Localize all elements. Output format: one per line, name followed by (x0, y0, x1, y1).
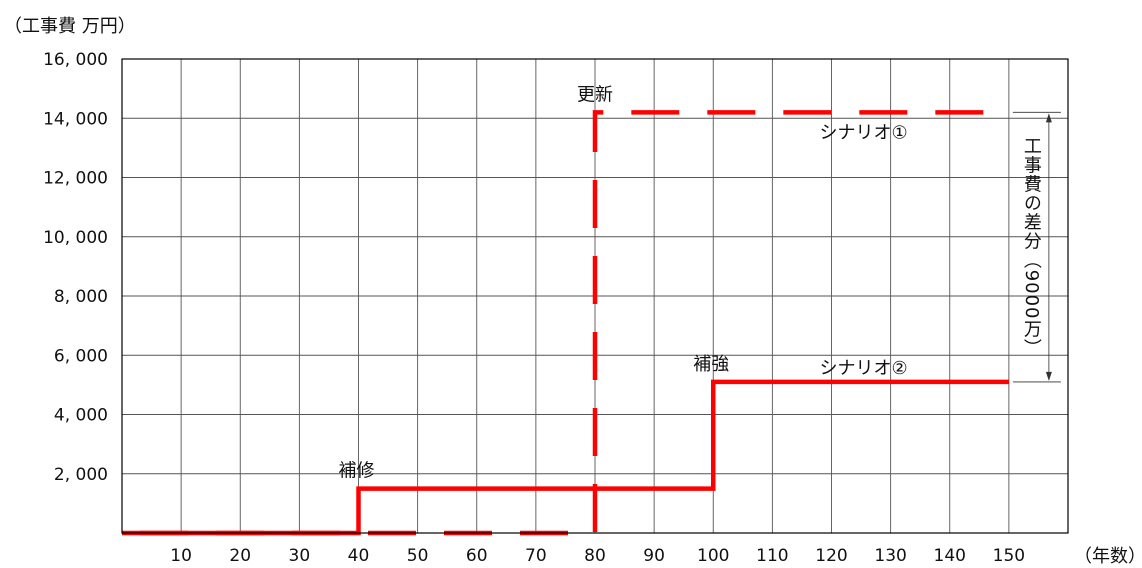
series-line (122, 110, 1009, 536)
y-tick-label: 10, 000 (43, 228, 108, 248)
y-tick-label: 14, 000 (43, 109, 108, 129)
x-tick-label: 110 (756, 546, 788, 566)
series-label-scenario-2: シナリオ② (820, 358, 908, 379)
x-tick-label: 100 (697, 546, 729, 566)
x-tick-labels: 10 20 30 40 50 60 70 80 90 100 110 120 130 140 150 (170, 546, 1025, 566)
y-tick-labels: 2, 000 4, 000 6, 000 8, 000 10, 000 12, 000 14… (43, 50, 108, 485)
x-tick-label: 70 (525, 546, 547, 566)
y-tick-label: 6, 000 (54, 346, 108, 366)
series-label-scenario-1: シナリオ① (820, 122, 908, 143)
plot-area-frame (121, 58, 1069, 534)
x-tick-label: 20 (229, 546, 251, 566)
difference-label: 工事費の差分（9000万） (1021, 137, 1042, 358)
x-tick-label: 80 (584, 546, 606, 566)
x-tick-label: 60 (466, 546, 488, 566)
x-tick-label: 30 (289, 546, 311, 566)
x-tick-label: 40 (348, 546, 370, 566)
x-axis-label: （年数） (1074, 546, 1142, 567)
x-tick-label: 90 (643, 546, 665, 566)
y-tick-label: 16, 000 (43, 50, 108, 70)
y-tick-label: 12, 000 (43, 169, 108, 189)
difference-indicator (1012, 111, 1061, 383)
x-tick-label: 50 (407, 546, 429, 566)
series-scenario-1 (122, 110, 1009, 536)
y-axis-label: （工事費 万円） (4, 16, 136, 37)
y-tick-label: 2, 000 (54, 465, 108, 485)
x-tick-label: 130 (874, 546, 906, 566)
y-tick-label: 4, 000 (54, 406, 108, 426)
annotation-renewal: 更新 (577, 84, 613, 105)
difference-arrow-down-icon (1045, 371, 1052, 381)
y-tick-label: 8, 000 (54, 287, 108, 307)
x-tick-label: 150 (993, 546, 1025, 566)
x-tick-label: 120 (815, 546, 847, 566)
x-tick-label: 140 (934, 546, 966, 566)
difference-arrow-up-icon (1045, 113, 1052, 123)
annotation-repair: 補修 (339, 461, 375, 482)
annotation-reinforcement: 補強 (693, 354, 729, 375)
x-tick-label: 10 (170, 546, 192, 566)
